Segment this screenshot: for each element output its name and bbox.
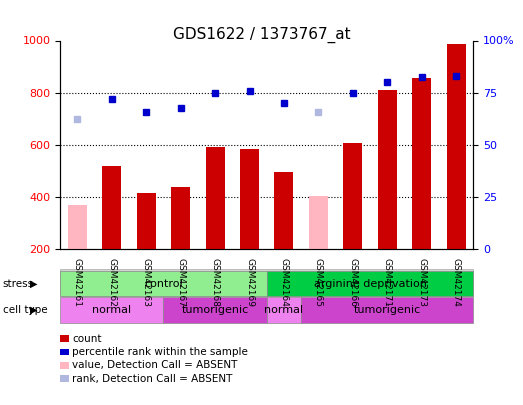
Bar: [343, 143, 362, 249]
Bar: [137, 193, 156, 249]
Text: GDS1622 / 1373767_at: GDS1622 / 1373767_at: [173, 26, 350, 43]
Text: GSM42166: GSM42166: [348, 258, 357, 307]
Text: normal: normal: [92, 305, 131, 315]
Text: control: control: [144, 279, 183, 289]
Bar: [206, 147, 224, 249]
Bar: [412, 78, 431, 249]
Text: percentile rank within the sample: percentile rank within the sample: [72, 347, 248, 357]
Text: cell type: cell type: [3, 305, 47, 315]
Text: stress: stress: [3, 279, 34, 289]
Text: value, Detection Call = ABSENT: value, Detection Call = ABSENT: [72, 360, 237, 370]
Text: GSM42174: GSM42174: [451, 258, 461, 307]
Text: GSM42168: GSM42168: [211, 258, 220, 307]
Text: tumorigenic: tumorigenic: [181, 305, 249, 315]
Text: normal: normal: [265, 305, 303, 315]
Text: GSM42173: GSM42173: [417, 258, 426, 307]
Text: ▶: ▶: [30, 305, 38, 315]
Text: rank, Detection Call = ABSENT: rank, Detection Call = ABSENT: [72, 374, 233, 384]
Bar: [171, 186, 190, 249]
Bar: [68, 205, 87, 249]
Text: GSM42169: GSM42169: [245, 258, 254, 307]
Bar: [378, 90, 397, 249]
Text: GSM42161: GSM42161: [73, 258, 82, 307]
Text: ▶: ▶: [30, 279, 38, 289]
Text: GSM42163: GSM42163: [142, 258, 151, 307]
Bar: [447, 45, 465, 249]
Bar: [240, 149, 259, 249]
Bar: [103, 166, 121, 249]
Bar: [275, 172, 293, 249]
Text: GSM42164: GSM42164: [279, 258, 289, 307]
Text: GSM42162: GSM42162: [107, 258, 116, 307]
Text: tumorigenic: tumorigenic: [354, 305, 421, 315]
Text: arginine deprivation: arginine deprivation: [314, 279, 426, 289]
Text: GSM42165: GSM42165: [314, 258, 323, 307]
Text: count: count: [72, 334, 101, 343]
Bar: [309, 196, 328, 249]
Text: GSM42171: GSM42171: [383, 258, 392, 307]
Text: GSM42167: GSM42167: [176, 258, 185, 307]
